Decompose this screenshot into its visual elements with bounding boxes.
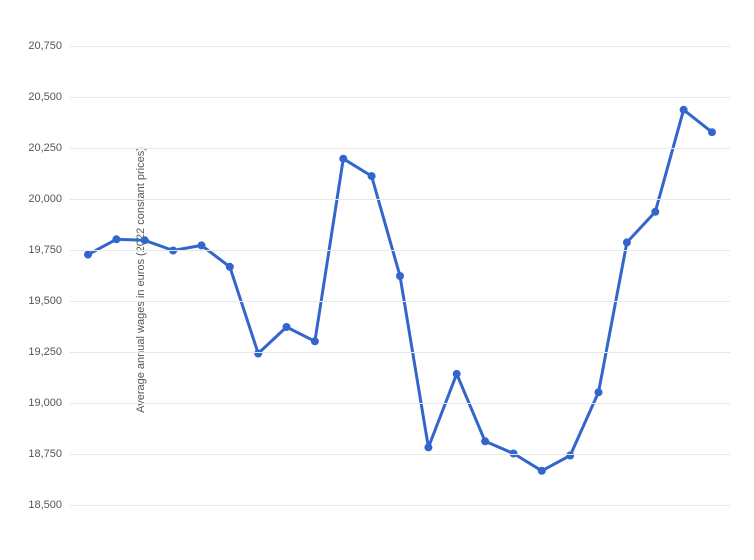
gridline xyxy=(70,301,730,302)
data-marker xyxy=(481,437,489,445)
data-marker xyxy=(368,172,376,180)
data-marker xyxy=(424,443,432,451)
data-marker xyxy=(595,388,603,396)
data-marker xyxy=(623,238,631,246)
gridline xyxy=(70,403,730,404)
data-marker xyxy=(651,208,659,216)
y-tick-label: 19,000 xyxy=(28,397,62,409)
data-marker xyxy=(84,251,92,259)
data-marker xyxy=(198,241,206,249)
data-marker xyxy=(396,272,404,280)
y-tick-label: 18,750 xyxy=(28,448,62,460)
gridline xyxy=(70,199,730,200)
gridline xyxy=(70,148,730,149)
gridline xyxy=(70,250,730,251)
y-tick-label: 20,000 xyxy=(28,193,62,205)
data-marker xyxy=(283,323,291,331)
gridline xyxy=(70,97,730,98)
data-marker xyxy=(538,467,546,475)
data-marker xyxy=(339,155,347,163)
data-marker xyxy=(112,235,120,243)
data-marker xyxy=(453,370,461,378)
y-tick-label: 20,750 xyxy=(28,40,62,52)
plot-area: 18,50018,75019,00019,25019,50019,75020,0… xyxy=(70,20,730,530)
data-line xyxy=(88,110,712,471)
data-marker xyxy=(708,128,716,136)
gridline xyxy=(70,46,730,47)
y-tick-label: 20,250 xyxy=(28,142,62,154)
chart-container: 18,50018,75019,00019,25019,50019,75020,0… xyxy=(70,20,730,530)
data-marker xyxy=(311,337,319,345)
y-tick-label: 18,500 xyxy=(28,499,62,511)
data-marker xyxy=(141,236,149,244)
gridline xyxy=(70,352,730,353)
gridline xyxy=(70,454,730,455)
data-marker xyxy=(226,263,234,271)
gridline xyxy=(70,505,730,506)
data-marker xyxy=(169,247,177,255)
y-tick-label: 19,500 xyxy=(28,295,62,307)
y-tick-label: 19,250 xyxy=(28,346,62,358)
y-tick-label: 19,750 xyxy=(28,244,62,256)
y-tick-label: 20,500 xyxy=(28,91,62,103)
data-marker xyxy=(680,106,688,114)
